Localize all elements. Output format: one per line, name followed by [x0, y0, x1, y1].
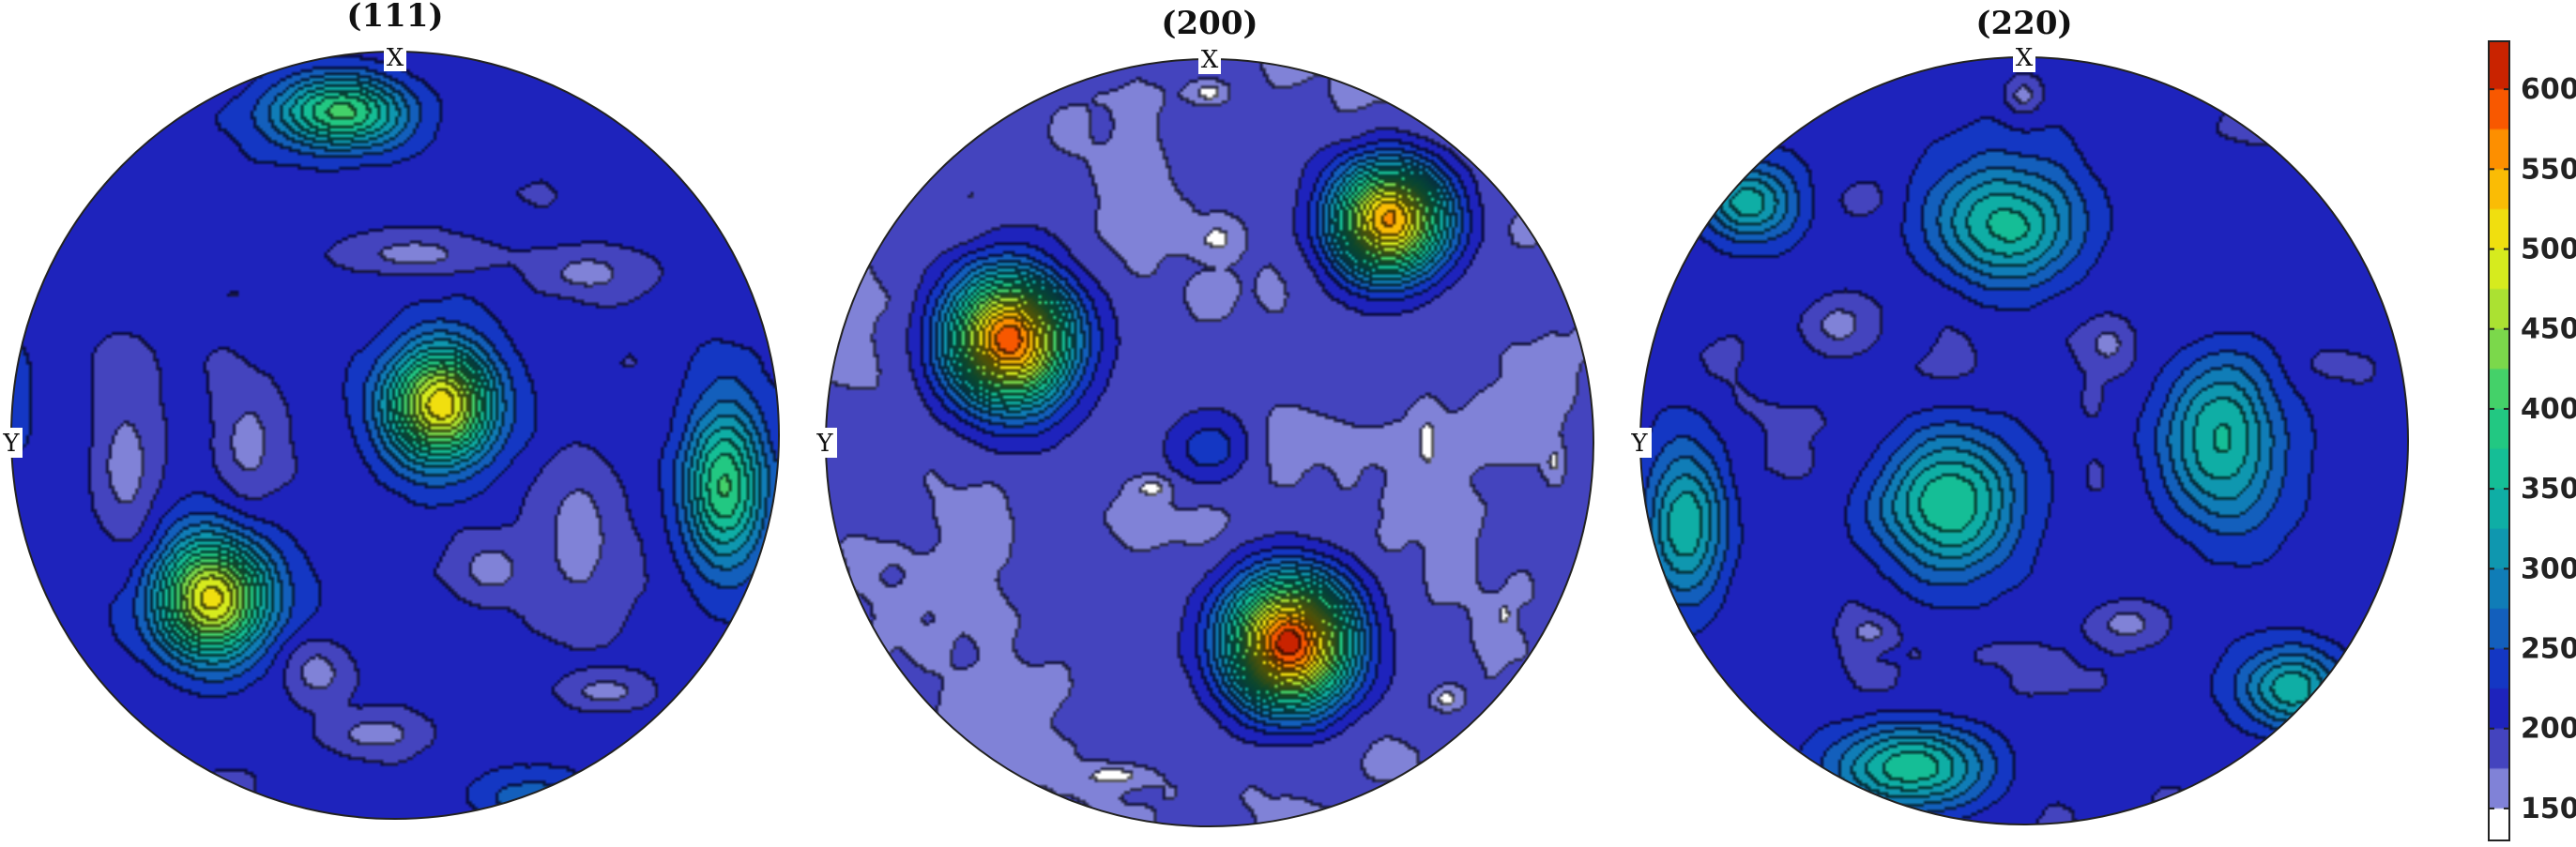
panel-title-220: (220): [1975, 5, 2072, 42]
axis-label-box-x-111: [384, 41, 406, 71]
colorbar-tick-label: 600: [2521, 73, 2576, 106]
axis-label-y-200: Y: [815, 430, 833, 458]
axis-label-box-y-220: [1627, 428, 1652, 458]
pole-figure-map-220: [1640, 57, 2408, 824]
colorbar-tick-label: 200: [2521, 713, 2576, 746]
colorbar-tick-label: 500: [2521, 234, 2576, 266]
colorbar-gradient: [2489, 41, 2509, 840]
colorbar-tick-label: 400: [2521, 393, 2576, 426]
axis-label-y-111: Y: [2, 430, 20, 458]
axis-label-box-x-220: [2013, 42, 2035, 72]
panel-title-111: (111): [346, 0, 443, 35]
axis-label-box-x-200: [1198, 44, 1221, 74]
colorbar-ticks: 150 200 250 300 350 400 450 500 550 600: [2489, 73, 2576, 825]
colorbar-tick-label: 450: [2521, 313, 2576, 346]
colorbar: 150 200 250 300 350 400 450 500 550 600: [2488, 40, 2576, 841]
panel-title-200: (200): [1161, 5, 1258, 42]
axis-label-box-y-111: [0, 428, 23, 458]
pole-figure-panel-200: (200) X Y: [813, 5, 1594, 827]
pole-figure-panel-111: (111) X Y: [0, 0, 780, 820]
colorbar-tick-label: 550: [2521, 153, 2576, 186]
axis-label-x-220: X: [2016, 44, 2034, 72]
colorbar-tick-label: 150: [2521, 793, 2576, 825]
colorbar-tick-label: 350: [2521, 473, 2576, 506]
colorbar-frame: [2488, 40, 2510, 841]
pole-figure-map-200: [826, 59, 1593, 826]
colorbar-tick-label: 300: [2521, 552, 2576, 585]
pole-figure-panel-220: (220) X Y: [1627, 5, 2409, 825]
axis-label-x-111: X: [387, 44, 404, 72]
pole-figure-map-111: [11, 52, 779, 819]
axis-label-box-y-200: [813, 428, 837, 458]
colorbar-tick-label: 250: [2521, 633, 2576, 666]
axis-label-x-200: X: [1201, 46, 1219, 74]
axis-label-y-220: Y: [1630, 430, 1648, 458]
